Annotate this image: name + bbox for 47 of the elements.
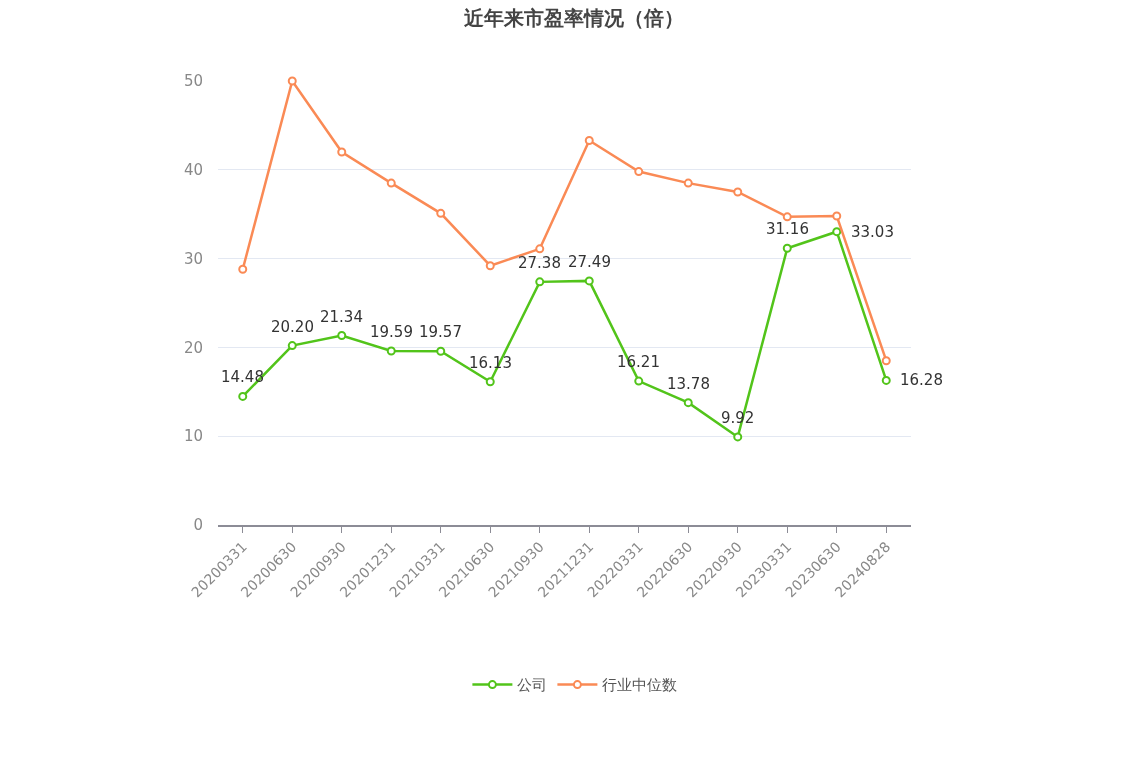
point — [337, 147, 347, 157]
data-label: 19.57 — [419, 323, 462, 341]
y-tick-label: 30 — [183, 249, 203, 268]
point — [733, 432, 743, 442]
point — [782, 212, 792, 222]
data-label: 13.78 — [667, 375, 710, 393]
data-label: 19.59 — [370, 323, 413, 341]
data-label: 20.20 — [271, 318, 314, 336]
point — [337, 331, 347, 340]
legend-label: 公司 — [517, 676, 548, 695]
point — [832, 211, 842, 221]
y-tick-label: 50 — [183, 72, 203, 91]
y-tick-label: 0 — [193, 516, 203, 535]
point — [485, 261, 495, 271]
point — [535, 277, 545, 287]
point — [584, 276, 594, 286]
point — [485, 377, 495, 387]
point — [683, 398, 693, 408]
point — [782, 243, 792, 253]
y-tick-label: 40 — [183, 161, 203, 180]
point — [287, 341, 297, 351]
data-label: 27.49 — [568, 253, 611, 271]
point — [238, 264, 248, 274]
point — [634, 376, 644, 386]
point — [683, 178, 693, 188]
data-label: 16.28 — [900, 371, 943, 389]
data-label: 27.38 — [518, 254, 561, 272]
point — [436, 208, 446, 218]
point — [386, 178, 396, 188]
point — [881, 375, 891, 385]
y-tick-label: 20 — [183, 338, 203, 357]
point — [634, 167, 644, 177]
point — [535, 244, 545, 254]
chart-title: 近年来市盈率情况（倍） — [462, 5, 684, 30]
point — [386, 346, 396, 356]
data-label: 21.34 — [320, 308, 363, 326]
point — [881, 356, 891, 366]
point — [733, 187, 743, 197]
data-label: 33.03 — [851, 223, 894, 241]
point — [238, 391, 248, 401]
data-label: 31.16 — [766, 220, 809, 238]
y-tick-label: 10 — [183, 427, 203, 446]
legend-label: 行业中位数 — [602, 676, 678, 695]
point — [584, 136, 594, 145]
point — [436, 346, 446, 356]
point — [287, 76, 297, 86]
point — [832, 227, 842, 237]
